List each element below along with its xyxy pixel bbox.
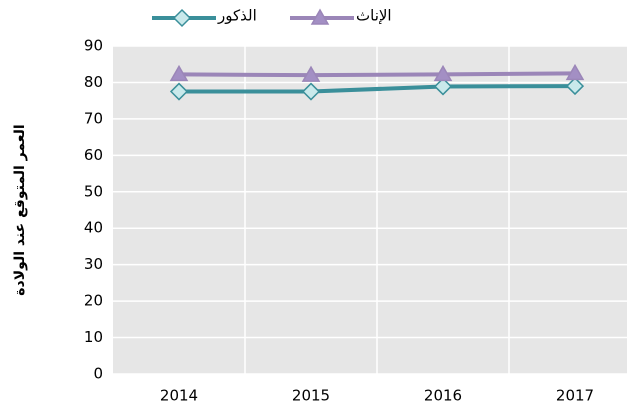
marker (301, 82, 321, 101)
series-line (178, 71, 576, 78)
y-tick-label: 40 (84, 219, 103, 237)
y-axis-label: العمر المتوقع عند الولادة (12, 124, 28, 295)
marker (565, 63, 585, 81)
plot-area (113, 46, 627, 374)
y-tick-label: 50 (84, 182, 103, 200)
x-tick-label: 2015 (292, 387, 330, 405)
x-tick-label: 2017 (556, 387, 594, 405)
y-tick-label: 70 (84, 109, 103, 127)
series-line (179, 84, 576, 94)
y-tick-label: 80 (84, 73, 103, 91)
legend-label: الإناث (356, 7, 392, 25)
x-tick-label: 2014 (160, 387, 198, 405)
y-tick-label: 30 (84, 255, 103, 273)
y-tick-label: 90 (84, 37, 103, 55)
x-tick-label: 2016 (424, 387, 462, 405)
marker (169, 82, 189, 101)
y-tick-label: 0 (93, 365, 103, 383)
y-tick-label: 20 (84, 292, 103, 310)
marker (565, 77, 585, 96)
legend-label: الذكور (217, 7, 257, 25)
y-tick-label: 10 (84, 328, 103, 346)
marker (301, 65, 321, 82)
marker (172, 8, 192, 28)
marker (169, 64, 189, 82)
marker (433, 64, 453, 82)
y-tick-label: 60 (84, 146, 103, 164)
marker (433, 77, 453, 96)
marker (310, 8, 330, 25)
